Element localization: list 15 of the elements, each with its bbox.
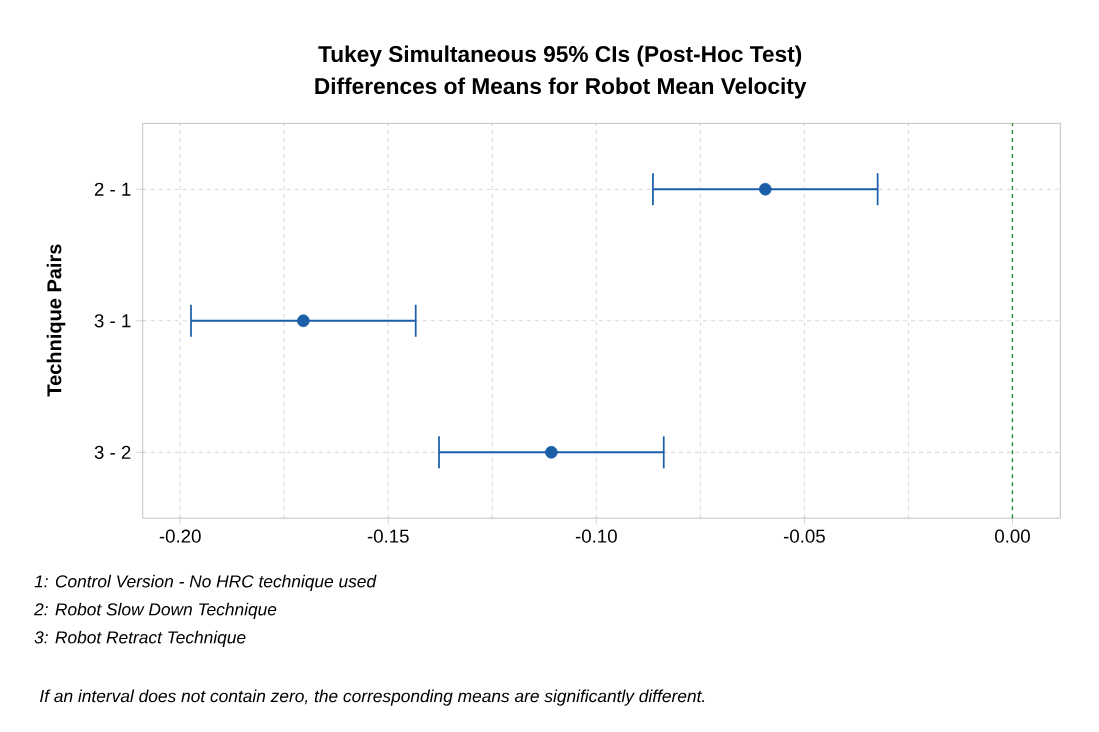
text: If an interval does not contain zero, the corresponding means are significantly different. (40, 689, 705, 706)
y-axis-title: Technique Pairs (46, 244, 66, 397)
chart-title: Tukey Simultaneous 95% CIs (Post-Hoc Test) (318, 45, 802, 67)
chart-subtitle: Differences of Means for Robot Mean Velocity (315, 77, 807, 99)
x-tick-label: -0.20 (159, 529, 201, 543)
x-tick-label: 0.00 (995, 529, 1030, 543)
text: 3: Robot Retract Technique (34, 630, 246, 647)
y-tick-label: 3 - 2 (94, 445, 131, 459)
x-tick-label: -0.10 (575, 529, 617, 543)
x-tick-label: -0.05 (783, 529, 825, 543)
x-tick-label: -0.15 (367, 529, 409, 543)
y-tick-label: 2 - 1 (94, 182, 131, 196)
text: 1: Control Version - No HRC technique used (34, 574, 377, 591)
text: 2: Robot Slow Down Technique (33, 602, 277, 619)
y-tick-label: 3 - 1 (94, 314, 131, 328)
